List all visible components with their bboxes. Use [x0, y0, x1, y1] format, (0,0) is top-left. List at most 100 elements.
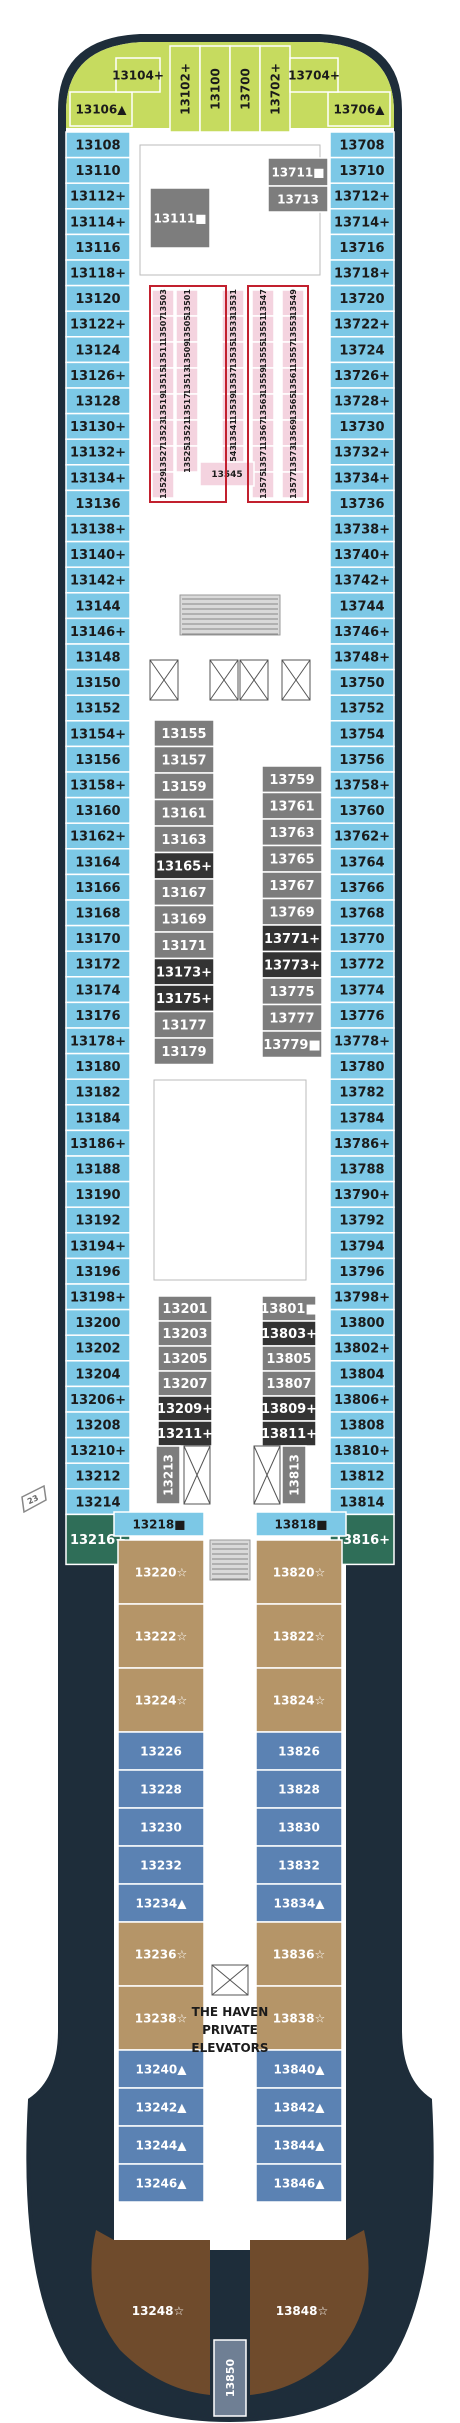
cabin-haven-right-9[interactable]: 13838☆: [255, 1985, 343, 2051]
cabin-stbd-49[interactable]: 13806+: [329, 1385, 395, 1413]
cabin-fwd-top-5[interactable]: 13704+: [288, 57, 340, 93]
cabin-inner-right-1[interactable]: 13761: [261, 791, 323, 820]
cabin-13848-label[interactable]: 13848☆: [276, 2304, 329, 2318]
cabin-stbd-7[interactable]: 13722+: [329, 310, 395, 338]
cabin-stbd-22[interactable]: 13752: [329, 694, 395, 722]
cabin-stbd-0[interactable]: 13708: [329, 131, 395, 159]
cabin-port-40[interactable]: 13188: [65, 1155, 131, 1183]
studio-0-0[interactable]: 13503: [151, 289, 175, 317]
cabin-inner-left-lower-2[interactable]: 13205: [157, 1345, 213, 1372]
cabin-inner-left-3[interactable]: 13161: [153, 798, 215, 827]
cabin-stbd-29[interactable]: 13766: [329, 873, 395, 901]
cabin-port-5[interactable]: 13118+: [65, 259, 131, 287]
cabin-haven-right-0[interactable]: 13820☆: [255, 1539, 343, 1605]
cabin-inner-right-5[interactable]: 13769: [261, 897, 323, 926]
cabin-haven-left-4[interactable]: 13228: [117, 1769, 205, 1809]
cabin-fwd-top-4[interactable]: 13702+: [259, 45, 291, 133]
cabin-stbd-44[interactable]: 13796: [329, 1257, 395, 1285]
cabin-port-24[interactable]: 13156: [65, 745, 131, 773]
cabin-port-2[interactable]: 13112+: [65, 182, 131, 210]
cabin-stbd-24[interactable]: 13756: [329, 745, 395, 773]
cabin-port-45[interactable]: 13198+: [65, 1283, 131, 1311]
studio-4-1[interactable]: 13553: [281, 315, 305, 343]
studio-4-3[interactable]: 13561: [281, 367, 305, 395]
cabin-port-1[interactable]: 13110: [65, 156, 131, 184]
studio-1-1[interactable]: 13505: [175, 315, 199, 343]
cabin-inner-left-lower-1[interactable]: 13203: [157, 1320, 213, 1347]
cabin-fwd-right[interactable]: 13706▲: [327, 91, 391, 127]
cabin-stbd-9[interactable]: 13726+: [329, 361, 395, 389]
cabin-stbd-12[interactable]: 13732+: [329, 438, 395, 466]
cabin-13111[interactable]: 13111■: [149, 187, 211, 249]
cabin-stbd-15[interactable]: 13738+: [329, 515, 395, 543]
studio-3-2[interactable]: 13555: [251, 341, 275, 369]
cabin-port-7[interactable]: 13122+: [65, 310, 131, 338]
cabin-stbd-32[interactable]: 13772: [329, 950, 395, 978]
cabin-stbd-34[interactable]: 13776: [329, 1001, 395, 1029]
cabin-port-33[interactable]: 13174: [65, 976, 131, 1004]
cabin-stbd-39[interactable]: 13786+: [329, 1129, 395, 1157]
cabin-port-35[interactable]: 13178+: [65, 1027, 131, 1055]
cabin-port-15[interactable]: 13138+: [65, 515, 131, 543]
cabin-port-21[interactable]: 13150: [65, 668, 131, 696]
cabin-port-17[interactable]: 13142+: [65, 566, 131, 594]
cabin-inner-right-9[interactable]: 13777: [261, 1003, 323, 1032]
cabin-port-8[interactable]: 13124: [65, 336, 131, 364]
cabin-haven-left-11[interactable]: 13242▲: [117, 2087, 205, 2127]
cabin-stbd-4[interactable]: 13716: [329, 233, 395, 261]
cabin-inner-left-5[interactable]: 13165+: [153, 851, 215, 880]
studio-3-0[interactable]: 13547: [251, 289, 275, 317]
cabin-stbd-46[interactable]: 13800: [329, 1308, 395, 1336]
cabin-port-23[interactable]: 13154+: [65, 720, 131, 748]
cabin-13218[interactable]: 13218■: [113, 1511, 205, 1537]
cabin-haven-left-5[interactable]: 13230: [117, 1807, 205, 1847]
studio-0-6[interactable]: 13527: [151, 445, 175, 473]
cabin-13850[interactable]: 13850: [213, 2339, 247, 2417]
studio-0-7[interactable]: 13529: [151, 471, 175, 499]
cabin-inner-left-1[interactable]: 13157: [153, 745, 215, 774]
cabin-inner-right-lower-3[interactable]: 13807: [261, 1370, 317, 1397]
cabin-port-11[interactable]: 13130+: [65, 412, 131, 440]
studio-1-0[interactable]: 13501: [175, 289, 199, 317]
cabin-port-22[interactable]: 13152: [65, 694, 131, 722]
cabin-13713[interactable]: 13713: [267, 185, 329, 213]
cabin-port-41[interactable]: 13190: [65, 1180, 131, 1208]
cabin-13213[interactable]: 13213: [155, 1445, 181, 1505]
cabin-13248-label[interactable]: 13248☆: [132, 2304, 185, 2318]
cabin-inner-left-12[interactable]: 13179: [153, 1037, 215, 1066]
studio-3-1[interactable]: 13551: [251, 315, 275, 343]
studio-0-5[interactable]: 13523: [151, 419, 175, 447]
cabin-port-42[interactable]: 13192: [65, 1206, 131, 1234]
cabin-haven-right-10[interactable]: 13840▲: [255, 2049, 343, 2089]
cabin-inner-right-0[interactable]: 13759: [261, 765, 323, 794]
studio-0-1[interactable]: 13507: [151, 315, 175, 343]
cabin-stbd-37[interactable]: 13782: [329, 1078, 395, 1106]
studio-0-4[interactable]: 13519: [151, 393, 175, 421]
cabin-haven-right-2[interactable]: 13824☆: [255, 1667, 343, 1733]
studio-4-5[interactable]: 13569: [281, 419, 305, 447]
cabin-inner-left-lower-4[interactable]: 13209+: [157, 1395, 213, 1422]
cabin-port-49[interactable]: 13206+: [65, 1385, 131, 1413]
cabin-fwd-left[interactable]: 13106▲: [69, 91, 133, 127]
cabin-inner-left-lower-5[interactable]: 13211+: [157, 1420, 213, 1447]
studio-4-6[interactable]: 13573: [281, 445, 305, 473]
studio-3-6[interactable]: 13571: [251, 445, 275, 473]
cabin-haven-left-1[interactable]: 13222☆: [117, 1603, 205, 1669]
cabin-stbd-19[interactable]: 13746+: [329, 617, 395, 645]
cabin-haven-right-4[interactable]: 13828: [255, 1769, 343, 1809]
cabin-stbd-52[interactable]: 13812: [329, 1462, 395, 1490]
cabin-stbd-5[interactable]: 13718+: [329, 259, 395, 287]
cabin-stbd-51[interactable]: 13810+: [329, 1436, 395, 1464]
cabin-port-18[interactable]: 13144: [65, 592, 131, 620]
studio-1-3[interactable]: 13513: [175, 367, 199, 395]
cabin-stbd-38[interactable]: 13784: [329, 1104, 395, 1132]
studio-3-7[interactable]: 13575: [251, 471, 275, 499]
cabin-haven-right-12[interactable]: 13844▲: [255, 2125, 343, 2165]
cabin-stbd-33[interactable]: 13774: [329, 976, 395, 1004]
cabin-inner-left-7[interactable]: 13169: [153, 904, 215, 933]
cabin-stbd-27[interactable]: 13762+: [329, 822, 395, 850]
studio-0-2[interactable]: 13511: [151, 341, 175, 369]
studio-4-0[interactable]: 13549: [281, 289, 305, 317]
cabin-haven-right-7[interactable]: 13834▲: [255, 1883, 343, 1923]
cabin-port-0[interactable]: 13108: [65, 131, 131, 159]
